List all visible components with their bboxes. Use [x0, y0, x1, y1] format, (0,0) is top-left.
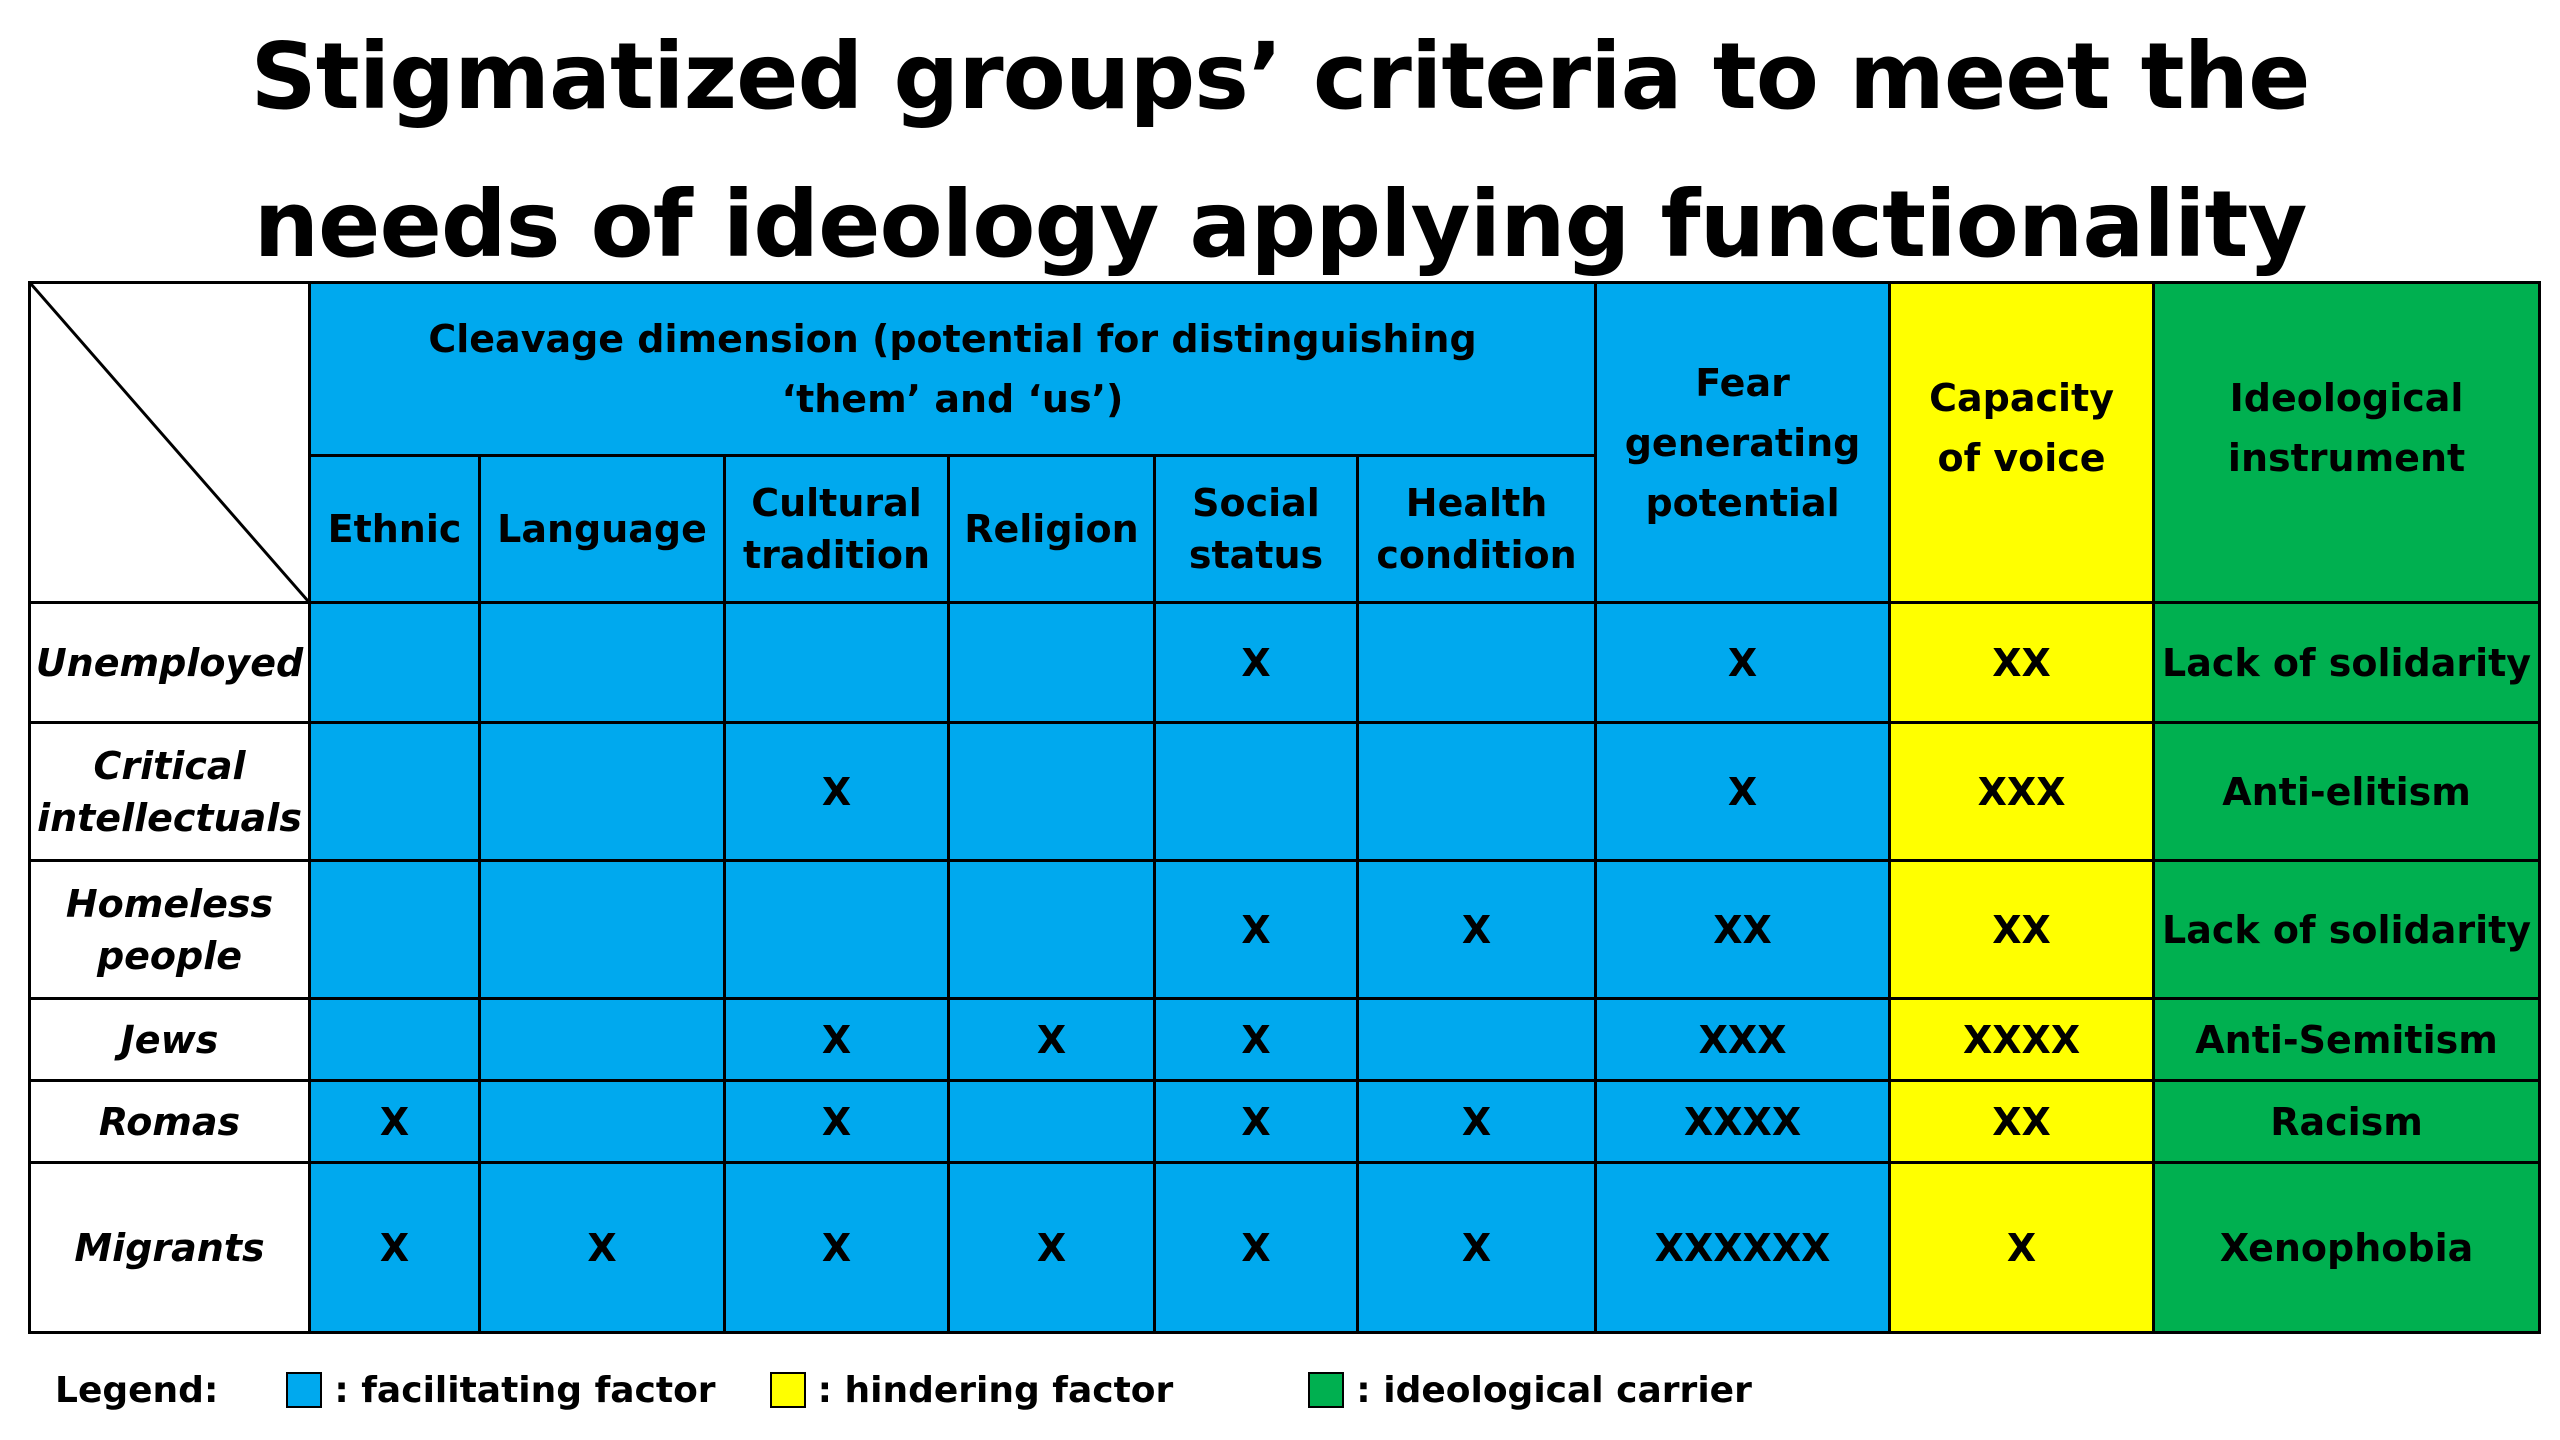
cell-voice: X [1888, 1161, 2156, 1334]
cell-social: X [1153, 1161, 1359, 1334]
row-label: Jews [28, 997, 311, 1082]
row-label: Unemployed [28, 601, 311, 724]
row-label: Migrants [28, 1161, 311, 1334]
header-fear: Fear generating potential [1594, 281, 1892, 604]
row-label: Romas [28, 1079, 311, 1164]
cell-fear: XXX [1594, 997, 1892, 1082]
header-language: Language [478, 454, 726, 604]
header-social: Social status [1153, 454, 1359, 604]
cell-voice: XX [1888, 859, 2156, 1000]
header-cleavage: Cleavage dimension (potential for distin… [307, 281, 1598, 457]
cell-religion: X [947, 1161, 1156, 1334]
cell-cultural: X [723, 997, 950, 1082]
cell-cultural: X [723, 1161, 950, 1334]
cell-health [1355, 997, 1598, 1082]
cell-voice: XX [1888, 1079, 2156, 1164]
cell-religion: X [947, 997, 1156, 1082]
table-row: Migrants X X X X X X XXXXXX X Xenophobia [28, 1161, 2542, 1334]
cell-social: X [1153, 859, 1359, 1000]
cell-fear: X [1594, 601, 1892, 724]
cell-ethnic [308, 997, 481, 1082]
cell-religion [947, 601, 1156, 724]
cell-voice: XX [1888, 601, 2156, 724]
header-health: Health condition [1355, 454, 1598, 604]
cell-fear: X [1594, 721, 1892, 862]
cell-social: X [1153, 997, 1359, 1082]
cell-voice: XXX [1888, 721, 2156, 862]
cell-voice: XXXX [1888, 997, 2156, 1082]
legend-item-hindering: : hindering factor [769, 1369, 1174, 1411]
legend-text: : ideological carrier [1356, 1369, 1752, 1411]
table-row: Jews X X X XXX XXXX Anti-Semitism [28, 997, 2542, 1082]
header-religion: Religion [947, 454, 1156, 604]
row-label: Homeless people [28, 859, 311, 1000]
cell-health: X [1355, 1079, 1598, 1164]
cell-language [478, 601, 726, 724]
cell-religion [947, 721, 1156, 862]
cell-language [478, 1079, 726, 1164]
title-line-1: Stigmatized groups’ criteria to meet the [250, 23, 2310, 130]
cell-language [478, 859, 726, 1000]
cell-cultural [723, 859, 950, 1000]
cell-cultural: X [723, 1079, 950, 1164]
cell-religion [947, 859, 1156, 1000]
cell-fear: XXXX [1594, 1079, 1892, 1164]
cell-social: X [1153, 1079, 1359, 1164]
cell-ethnic [308, 859, 481, 1000]
cell-language [478, 997, 726, 1082]
legend-item-facilitating: : facilitating factor [286, 1369, 716, 1411]
cell-health: X [1355, 1161, 1598, 1334]
cell-fear: XX [1594, 859, 1892, 1000]
cell-cultural: X [723, 721, 950, 862]
cell-instrument: Lack of solidarity [2152, 601, 2542, 724]
corner-cell [28, 281, 311, 604]
cell-language [478, 721, 726, 862]
page-title: Stigmatized groups’ criteria to meet the… [0, 0, 2560, 300]
header-cultural: Cultural tradition [723, 454, 950, 604]
title-line-2: needs of ideology applying functionality [253, 171, 2308, 278]
header-instrument: Ideological instrument [2152, 281, 2542, 604]
cell-health [1355, 721, 1598, 862]
table-row: Critical intellectuals X X XXX Anti-elit… [28, 721, 2542, 862]
cell-instrument: Xenophobia [2152, 1161, 2542, 1334]
cell-ethnic: X [308, 1161, 481, 1334]
legend-item-carrier: : ideological carrier [1308, 1370, 1752, 1411]
cell-instrument: Lack of solidarity [2152, 859, 2542, 1000]
table-row: Romas X X X X XXXX XX Racism [28, 1079, 2542, 1164]
cell-language: X [478, 1161, 726, 1334]
cell-instrument: Anti-elitism [2152, 721, 2542, 862]
cell-fear: XXXXXX [1594, 1161, 1892, 1334]
legend: Legend: : facilitating factor : hinderin… [55, 1360, 1752, 1420]
cell-ethnic: X [308, 1079, 481, 1164]
criteria-table: Cleavage dimension (potential for distin… [28, 281, 2542, 1334]
row-label: Critical intellectuals [28, 721, 311, 862]
legend-swatch-green [1308, 1372, 1345, 1408]
header-voice: Capacity of voice [1888, 281, 2156, 604]
cell-instrument: Anti-Semitism [2152, 997, 2542, 1082]
diagonal-divider [31, 284, 308, 601]
cell-instrument: Racism [2152, 1079, 2542, 1164]
cell-health [1355, 601, 1598, 724]
cell-health: X [1355, 859, 1598, 1000]
cell-social: X [1153, 601, 1359, 724]
cell-ethnic [308, 721, 481, 862]
legend-text: : facilitating factor [334, 1369, 716, 1411]
cell-social [1153, 721, 1359, 862]
cell-religion [947, 1079, 1156, 1164]
header-ethnic: Ethnic [308, 454, 481, 604]
legend-swatch-yellow [769, 1372, 806, 1408]
legend-swatch-blue [286, 1372, 323, 1408]
cell-cultural [723, 601, 950, 724]
table-row: Unemployed X X XX Lack of solidarity [28, 601, 2542, 724]
table-row: Homeless people X X XX XX Lack of solida… [28, 859, 2542, 1000]
legend-text: : hindering factor [817, 1369, 1174, 1411]
cell-ethnic [308, 601, 481, 724]
legend-label: Legend: [55, 1369, 219, 1411]
